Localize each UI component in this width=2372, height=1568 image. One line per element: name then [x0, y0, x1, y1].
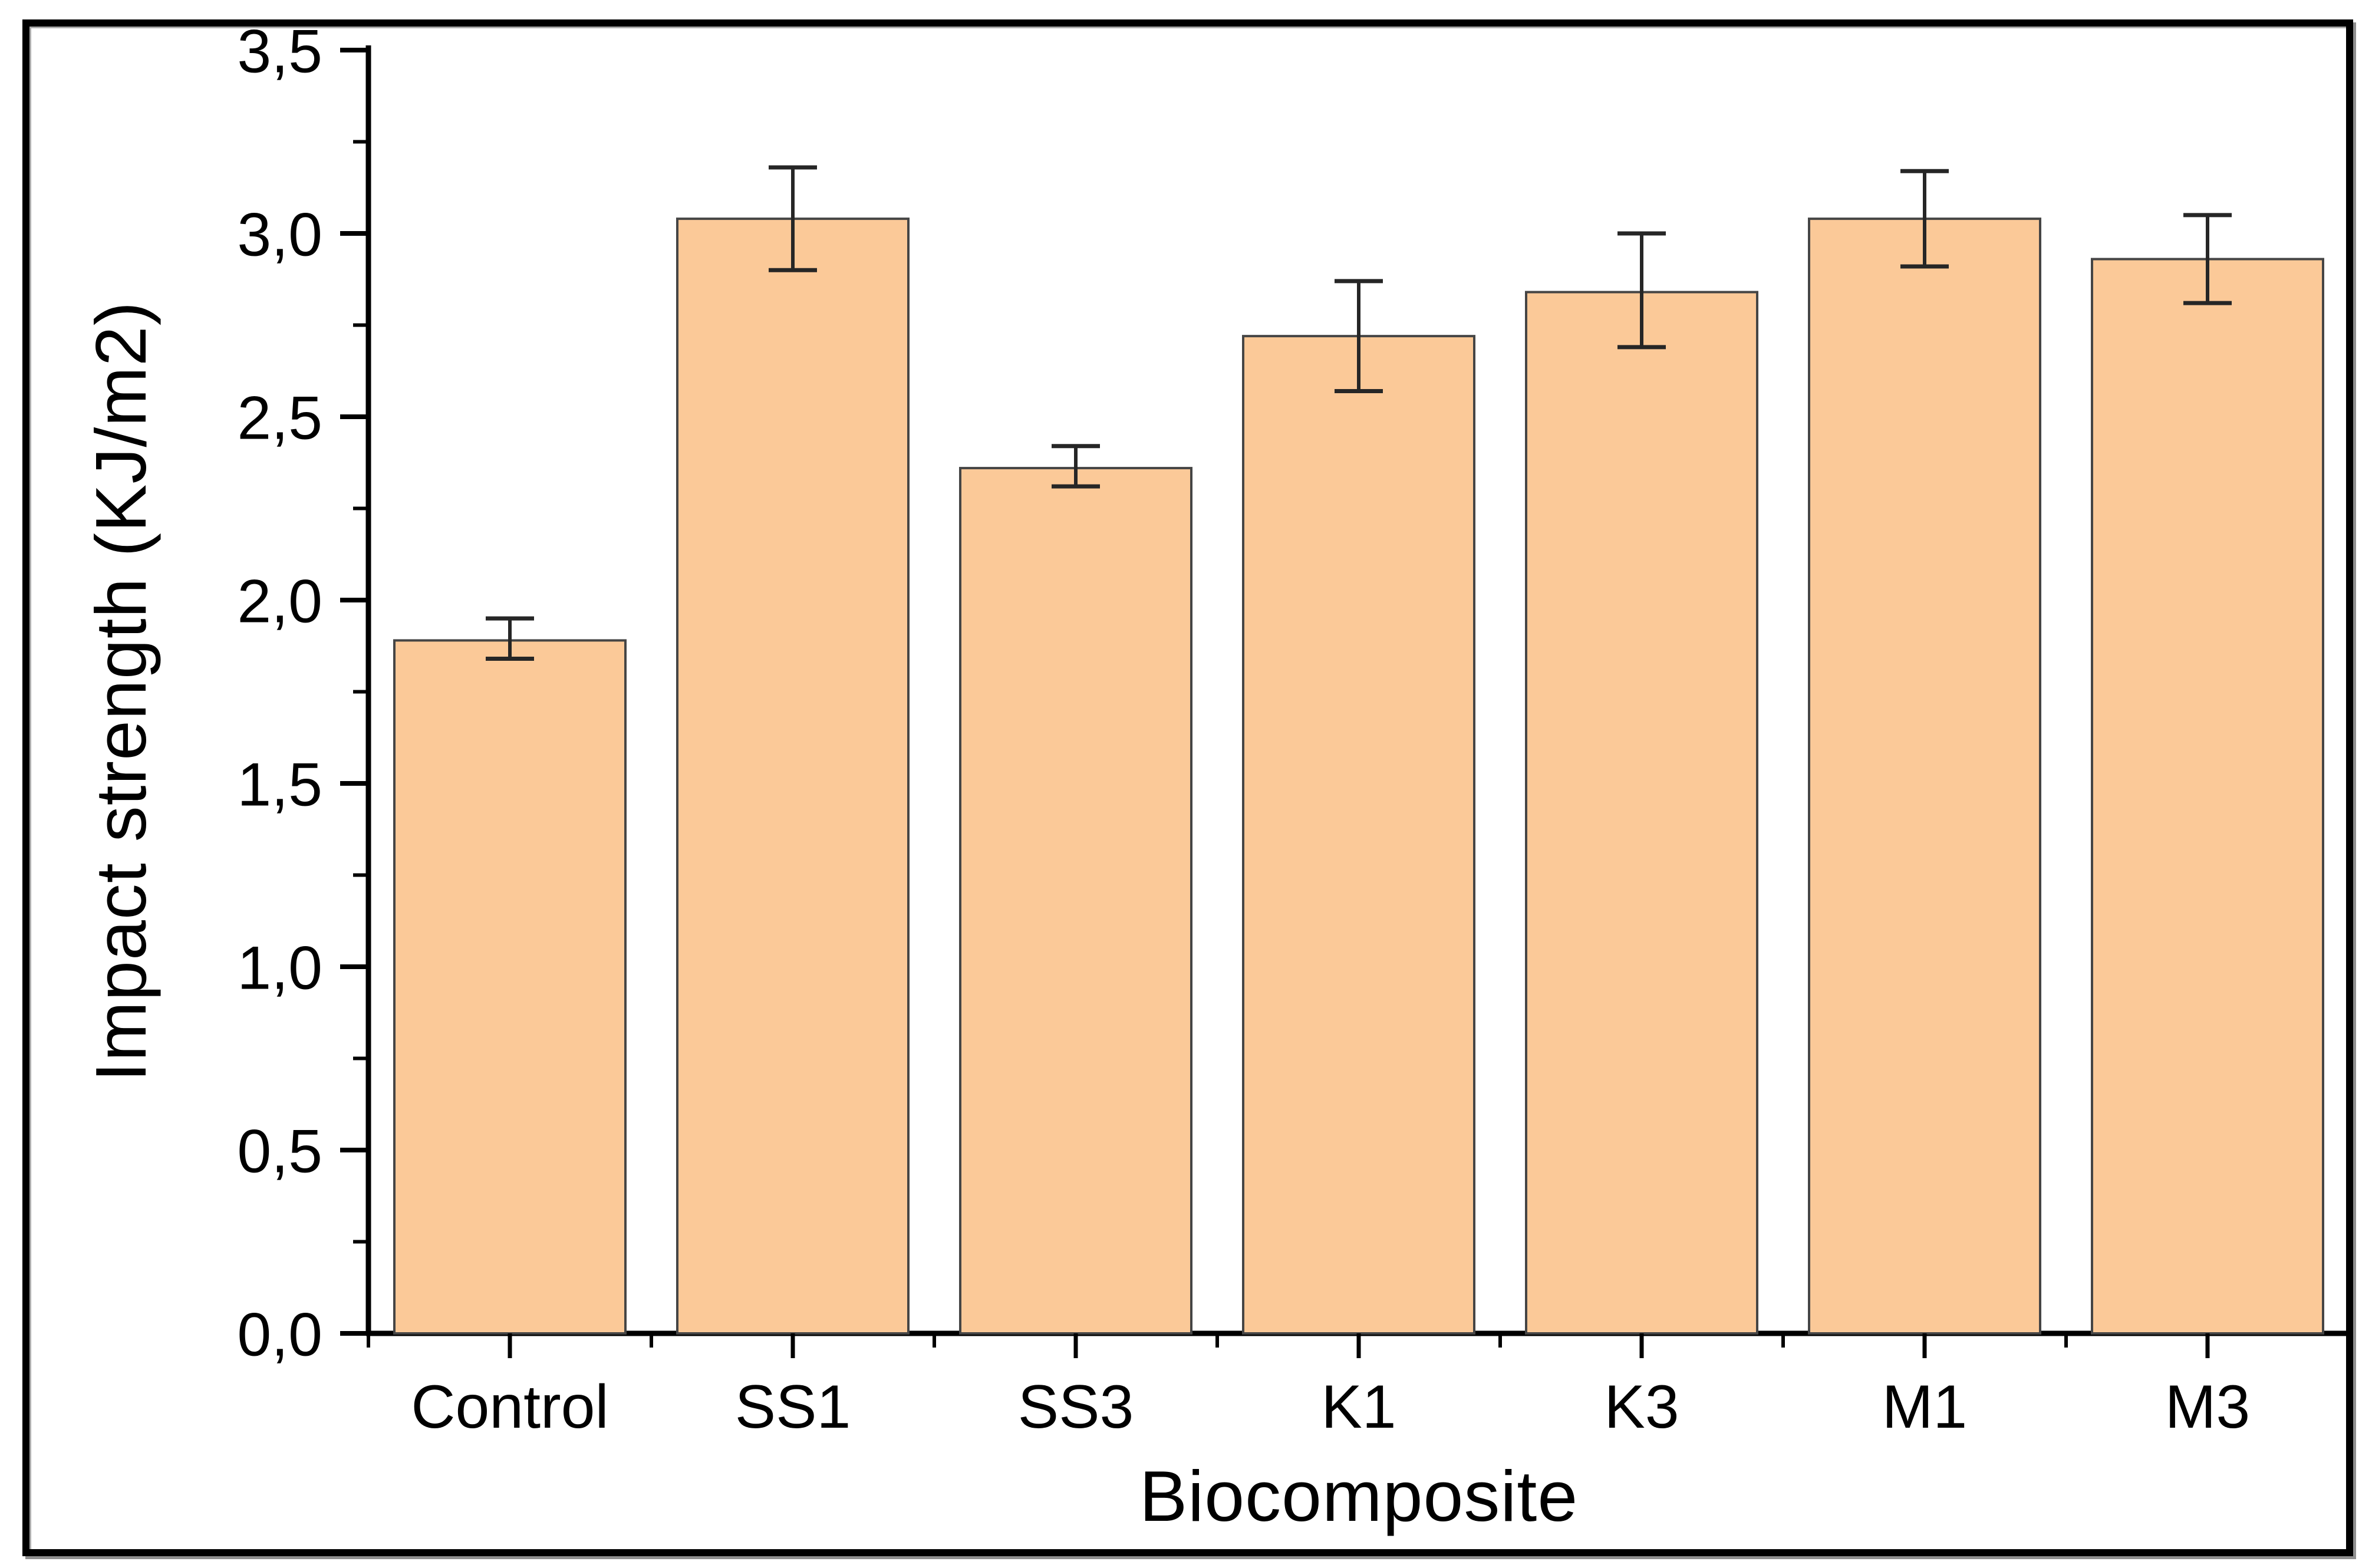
- y-tick-label: 1,5: [237, 750, 322, 819]
- x-tick-label-ss3: SS3: [1018, 1373, 1134, 1441]
- x-tick-label-m1: M1: [1882, 1373, 1967, 1441]
- x-tick-label-m3: M3: [2165, 1373, 2250, 1441]
- bar-control: [393, 639, 627, 1335]
- bar-k3: [1525, 291, 1758, 1335]
- y-tick-label: 3,5: [237, 17, 322, 85]
- y-axis-title: Impact strength (KJ/m2): [81, 301, 161, 1082]
- x-tick-label-ss1: SS1: [735, 1373, 851, 1441]
- bar-k1: [1242, 335, 1475, 1335]
- x-tick-label-k1: K1: [1321, 1373, 1396, 1441]
- y-tick-label: 0,5: [237, 1117, 322, 1185]
- y-tick-label: 2,5: [237, 384, 322, 452]
- bar-m1: [1808, 218, 2041, 1335]
- y-tick-label: 2,0: [237, 567, 322, 635]
- y-tick-label: 3,0: [237, 200, 322, 269]
- y-tick-label: 0,0: [237, 1300, 322, 1369]
- x-axis-title: Biocomposite: [1139, 1456, 1579, 1536]
- y-tick-label: 1,0: [237, 934, 322, 1002]
- bar-m3: [2091, 258, 2324, 1335]
- x-tick-label-k3: K3: [1604, 1373, 1679, 1441]
- bar-ss1: [676, 218, 910, 1335]
- x-tick-label-control: Control: [411, 1373, 608, 1441]
- bar-ss3: [959, 467, 1192, 1335]
- figure-frame: [22, 19, 2353, 1556]
